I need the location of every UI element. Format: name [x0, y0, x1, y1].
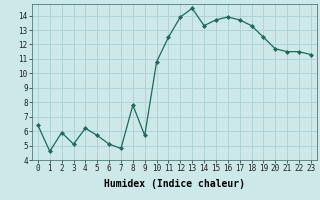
- X-axis label: Humidex (Indice chaleur): Humidex (Indice chaleur): [104, 179, 245, 189]
